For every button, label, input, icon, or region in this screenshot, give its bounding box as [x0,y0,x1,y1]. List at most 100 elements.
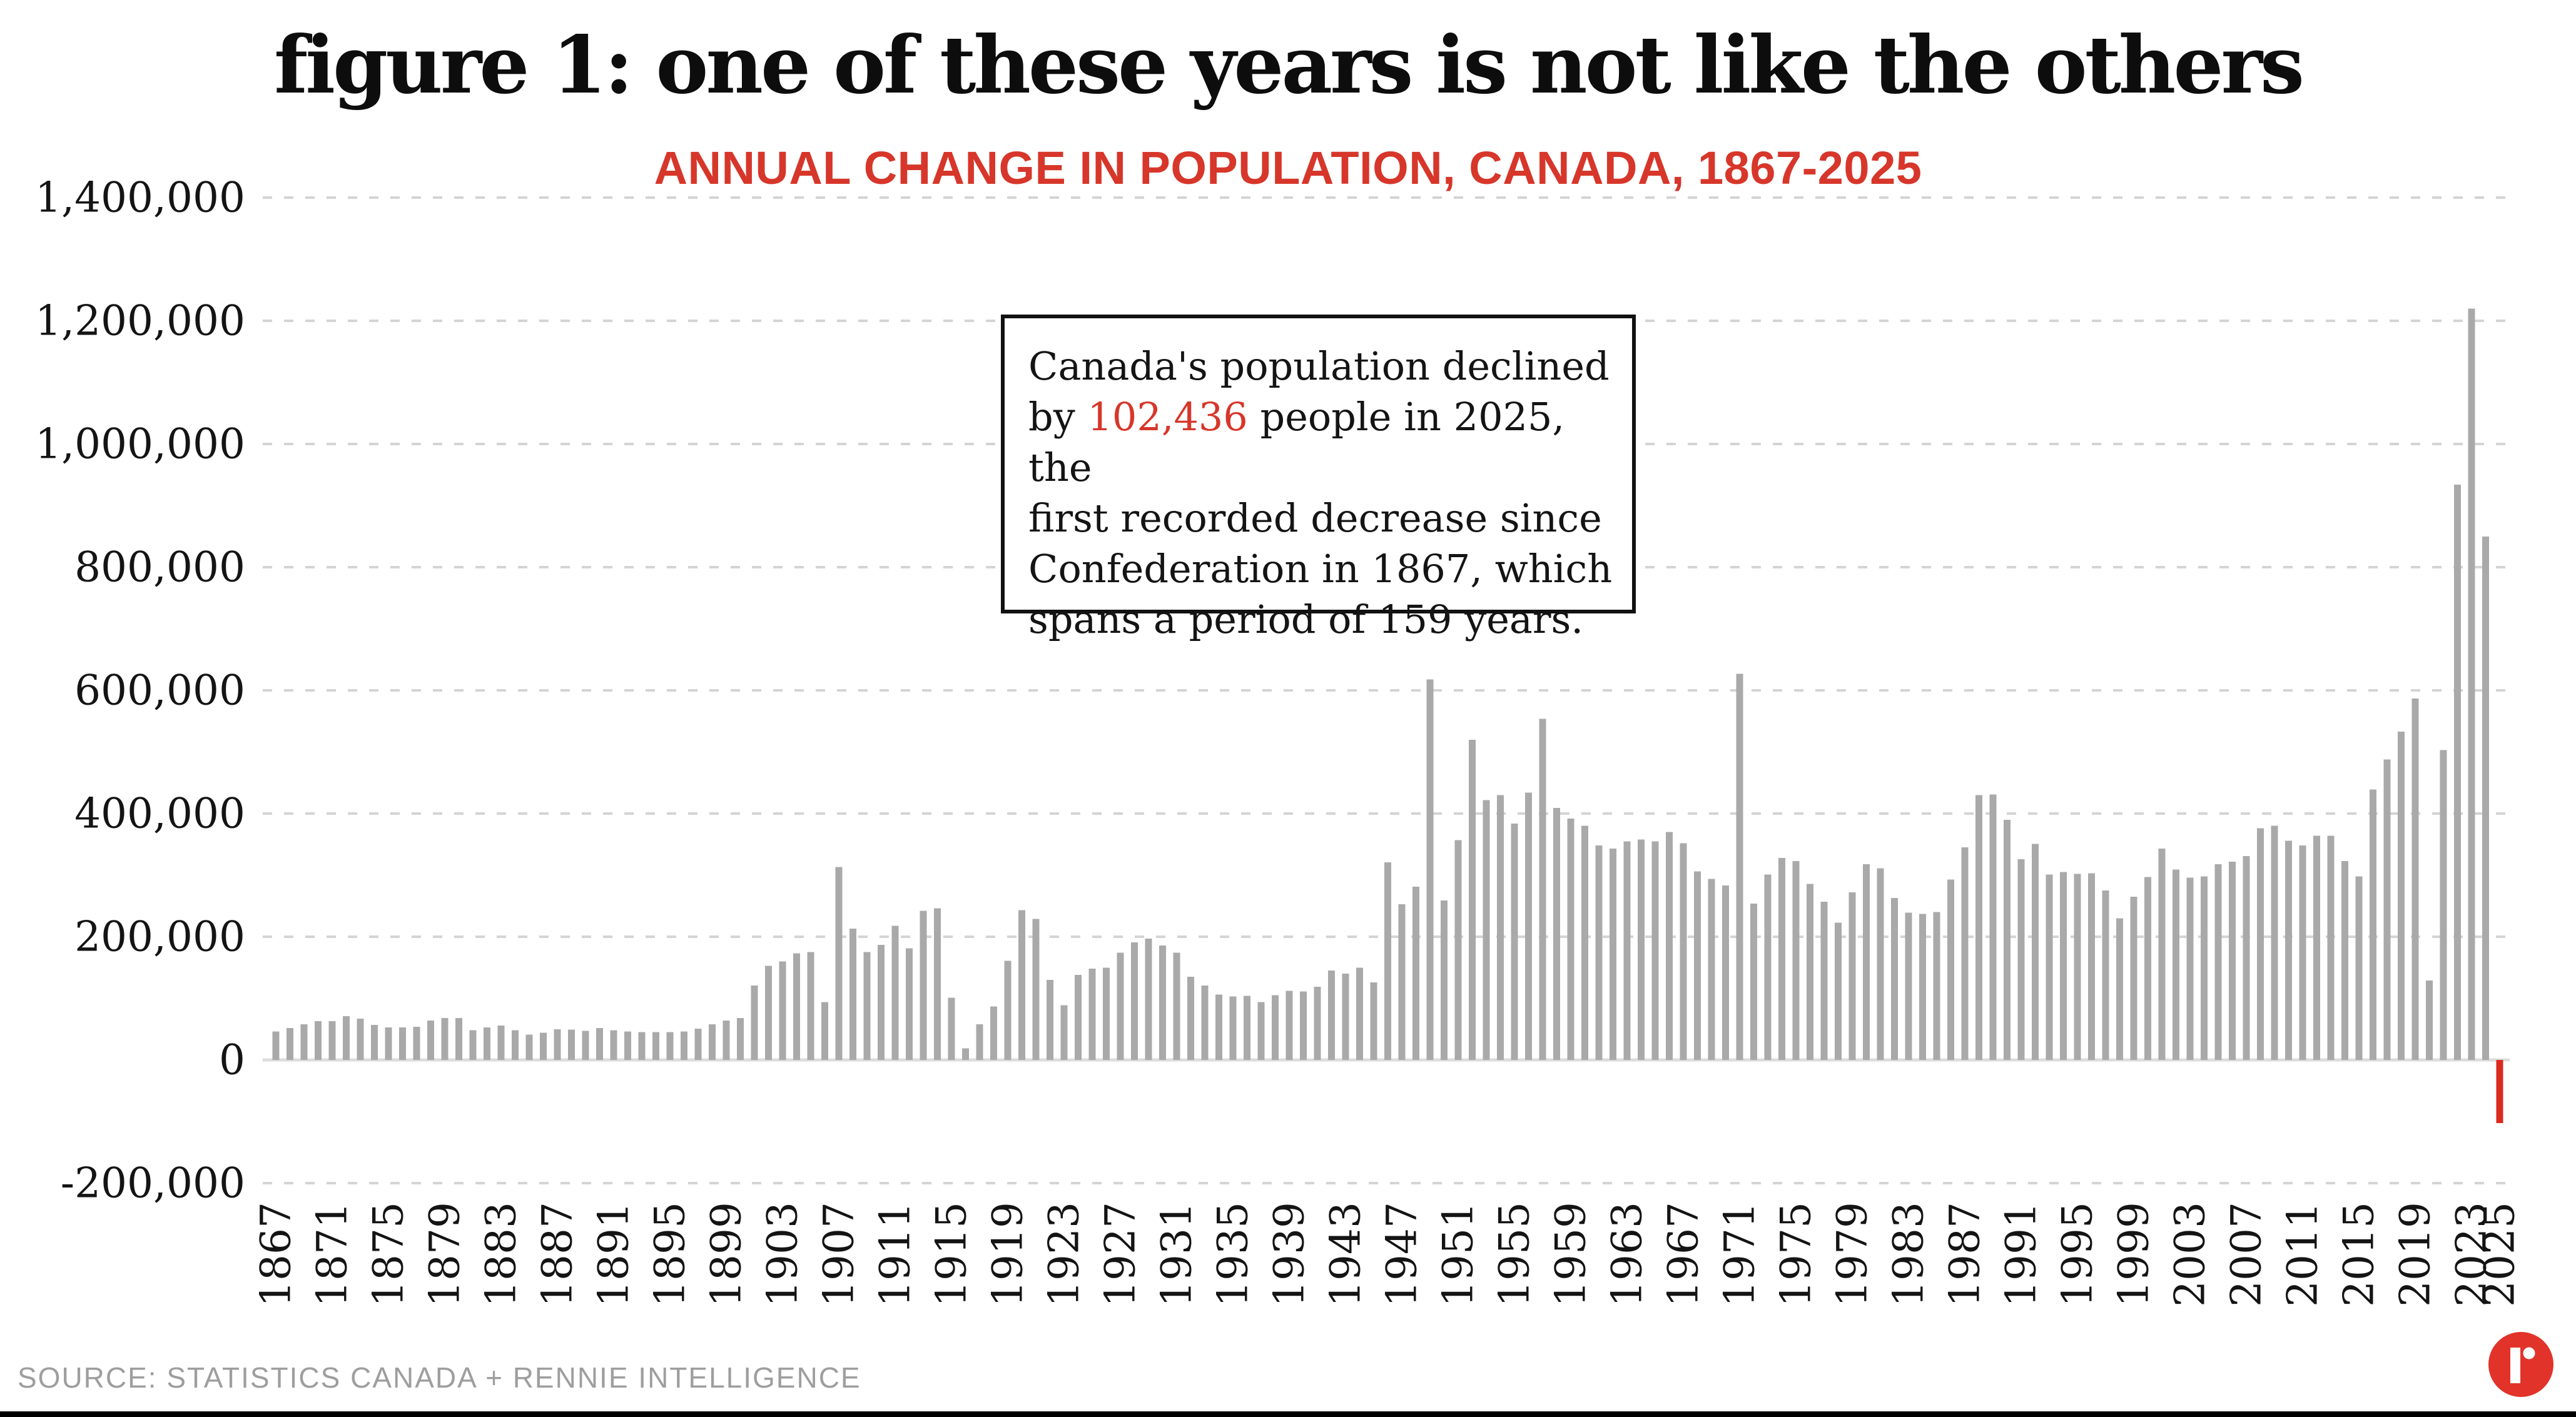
bar-1921 [1032,919,1040,1060]
bar-1979 [1848,892,1856,1060]
bar-1920 [1018,910,1025,1060]
logo-r-dot [2523,1347,2535,1359]
bar-1923 [1060,1005,1068,1060]
bar-1930 [1159,945,1166,1060]
bar-1999 [2130,896,2137,1060]
bar-1912 [906,948,913,1060]
x-tick-label-1919: 1919 [984,1202,1032,1307]
x-tick-label-2003: 2003 [2166,1202,2214,1307]
bar-1910 [878,944,885,1060]
bar-1961 [1595,845,1603,1060]
bar-1907 [835,867,843,1060]
bar-1871 [328,1021,336,1060]
bar-2015 [2355,876,2363,1060]
x-tick-label-1915: 1915 [928,1202,976,1307]
bar-1885 [525,1034,533,1060]
bar-2019 [2411,698,2419,1060]
bar-2004 [2201,876,2208,1060]
x-tick-label-1875: 1875 [365,1202,413,1307]
bar-1981 [1877,868,1884,1060]
bar-1932 [1187,977,1194,1060]
annotation-line: Confederation in 1867, which [1028,543,1613,594]
annotation-line: first recorded decrease since [1028,493,1613,543]
x-tick-label-1887: 1887 [534,1202,582,1307]
bar-1953 [1483,800,1490,1060]
x-tick-label-1923: 1923 [1040,1202,1088,1307]
bar-1883 [497,1025,505,1060]
bar-1980 [1863,864,1870,1060]
bar-2012 [2313,835,2320,1060]
bar-1891 [610,1030,617,1060]
bar-1983 [1905,912,1912,1060]
y-tick-label: 1,000,000 [35,420,245,468]
annotation-line: spans a period of 159 years. [1028,594,1613,645]
x-tick-label-1927: 1927 [1097,1202,1145,1307]
bar-1924 [1075,975,1082,1060]
bar-1868 [287,1027,293,1060]
annotation-line: by 102,436 people in 2025, the [1028,391,1613,493]
bar-1969 [1708,879,1715,1060]
bar-1956 [1525,792,1532,1060]
bar-2011 [2299,845,2306,1060]
bar-2013 [2327,835,2335,1060]
bar-1887 [554,1029,561,1060]
x-tick-label-1867: 1867 [252,1202,300,1307]
bar-1941 [1314,986,1321,1060]
bar-1993 [2046,874,2053,1060]
bar-1935 [1229,996,1237,1060]
bar-1986 [1947,879,1954,1060]
bar-1965 [1651,841,1659,1060]
bar-1952 [1469,739,1476,1060]
bar-1959 [1567,818,1575,1060]
x-tick-label-1907: 1907 [815,1202,863,1307]
x-tick-label-1911: 1911 [871,1202,920,1307]
bar-1974 [1778,857,1785,1060]
bar-2014 [2341,860,2348,1060]
bar-1881 [469,1030,477,1060]
bar-1914 [934,908,941,1060]
y-tick-label: 200,000 [74,913,245,961]
bar-2017 [2383,759,2391,1060]
bar-1903 [779,961,786,1060]
bar-1970 [1722,885,1729,1060]
y-tick-label: 600,000 [74,667,245,715]
bar-1928 [1131,942,1138,1060]
bar-1998 [2116,918,2123,1060]
y-tick-label: 400,000 [74,790,245,838]
annotation-text: Canada's population declined [1028,343,1610,389]
bar-2008 [2257,828,2264,1060]
bar-1972 [1750,903,1757,1060]
bar-1963 [1623,841,1631,1060]
bar-2007 [2243,855,2250,1060]
x-tick-label-1979: 1979 [1828,1202,1877,1307]
bar-1929 [1145,938,1152,1060]
x-tick-label-2019: 2019 [2391,1202,2440,1307]
bar-1977 [1820,901,1828,1060]
bar-2021 [2440,750,2447,1060]
bar-1934 [1215,994,1222,1060]
bar-1904 [793,953,800,1060]
x-tick-label-2025: 2025 [2476,1202,2524,1307]
bar-1927 [1117,952,1124,1060]
x-tick-label-1971: 1971 [1716,1202,1764,1307]
bar-1984 [1919,914,1926,1060]
bar-1880 [455,1018,462,1060]
annotation-text: spans a period of 159 years. [1028,597,1584,642]
x-tick-label-1899: 1899 [702,1202,751,1307]
bar-1966 [1666,832,1673,1060]
bar-1971 [1736,673,1743,1060]
annotation-text: Confederation in 1867, which [1028,546,1613,592]
bar-1898 [709,1024,716,1060]
x-tick-label-1975: 1975 [1772,1202,1820,1307]
bar-1937 [1257,1002,1265,1060]
bar-2023 [2468,308,2475,1060]
x-tick-label-2011: 2011 [2279,1202,2327,1307]
x-tick-label-2015: 2015 [2335,1202,2383,1307]
bar-2003 [2186,877,2194,1060]
bar-1962 [1610,849,1616,1060]
bar-1954 [1497,795,1504,1060]
bar-2005 [2214,864,2222,1060]
bar-1905 [807,952,814,1060]
bar-1877 [413,1026,420,1060]
bottom-black-bar [0,1411,2576,1417]
